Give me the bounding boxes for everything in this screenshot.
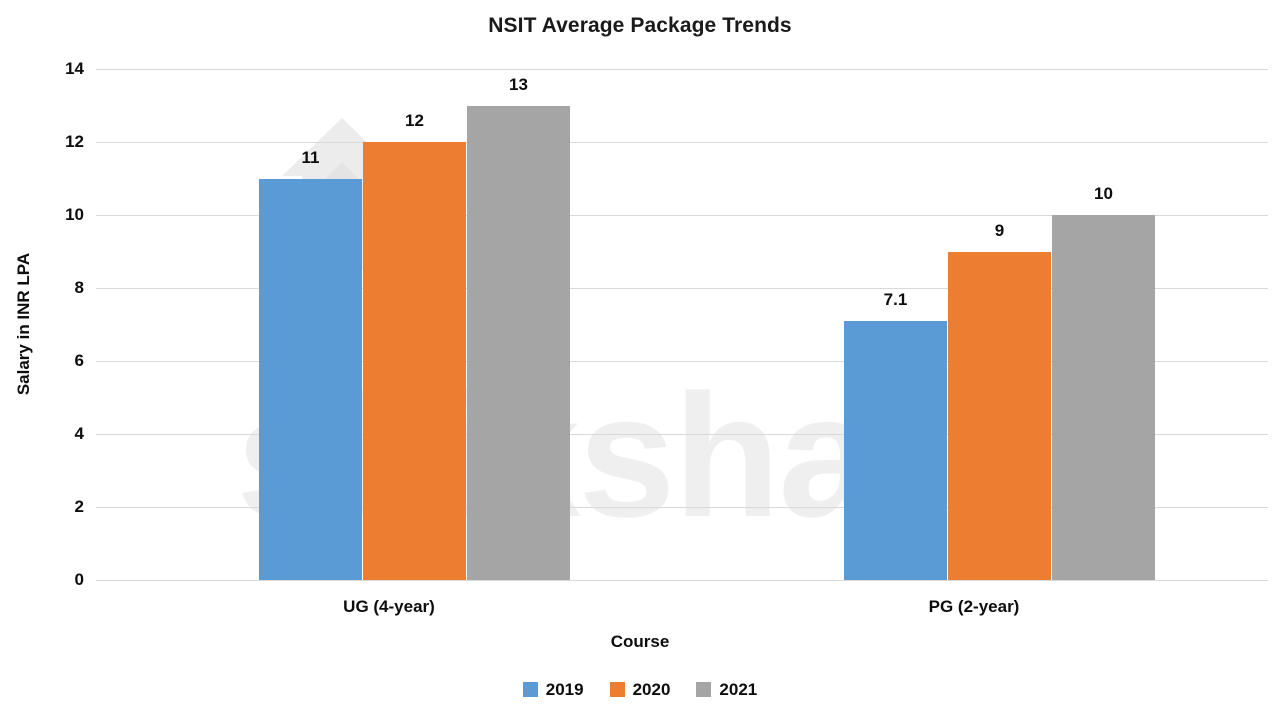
bar-2020-ug (363, 142, 466, 580)
bar-2019-pg (844, 320, 947, 580)
legend-swatch-icon (609, 682, 625, 697)
x-axis-title: Course (610, 632, 670, 651)
legend-label: 2019 (545, 680, 584, 699)
bar-2021-pg (1052, 215, 1155, 580)
bar-value-label: 9 (994, 220, 1005, 240)
y-tick-label: 12 (65, 132, 84, 151)
legend-label: 2020 (632, 680, 671, 699)
bar-value-label: 11 (301, 147, 320, 167)
y-tick-label: 4 (74, 424, 84, 443)
gridline (96, 69, 1268, 70)
y-tick-label: 6 (74, 351, 84, 370)
y-tick-label: 10 (65, 205, 84, 224)
gridline (96, 142, 1268, 143)
chart-legend: 2019 2020 2021 (0, 681, 1280, 698)
legend-item-2019[interactable]: 2019 (522, 680, 584, 699)
legend-swatch-icon (696, 682, 712, 697)
gridline (96, 215, 1268, 216)
bar-value-label: 12 (405, 111, 424, 130)
plot-area: 11 7.1 12 9 13 10 (96, 69, 1268, 581)
legend-swatch-icon (522, 682, 538, 697)
y-axis-title: Salary in INR LPA (14, 252, 33, 396)
chart-title: NSIT Average Package Trends (488, 14, 792, 37)
x-tick-label: UG (4-year) (343, 597, 435, 616)
bar-2020-pg (948, 251, 1051, 580)
bar-value-label: 10 (1094, 184, 1113, 203)
y-tick-label: 2 (74, 497, 84, 516)
gridline (96, 580, 1268, 581)
bar-2019-ug (259, 178, 362, 580)
gridline (96, 288, 1268, 289)
gridline (96, 361, 1268, 362)
gridline (96, 434, 1268, 435)
x-tick-label: PG (2-year) (928, 597, 1020, 616)
bar-value-label: 7.1 (883, 289, 908, 309)
legend-item-2021[interactable]: 2021 (696, 681, 757, 698)
gridline (96, 507, 1268, 508)
bar-value-label: 13 (509, 74, 528, 94)
y-tick-label: 8 (74, 278, 84, 297)
y-tick-label: 0 (74, 570, 84, 589)
legend-label: 2021 (719, 680, 758, 699)
y-tick-label: 14 (65, 59, 84, 78)
legend-item-2020[interactable]: 2020 (609, 680, 671, 699)
bar-2021-ug (467, 105, 570, 580)
